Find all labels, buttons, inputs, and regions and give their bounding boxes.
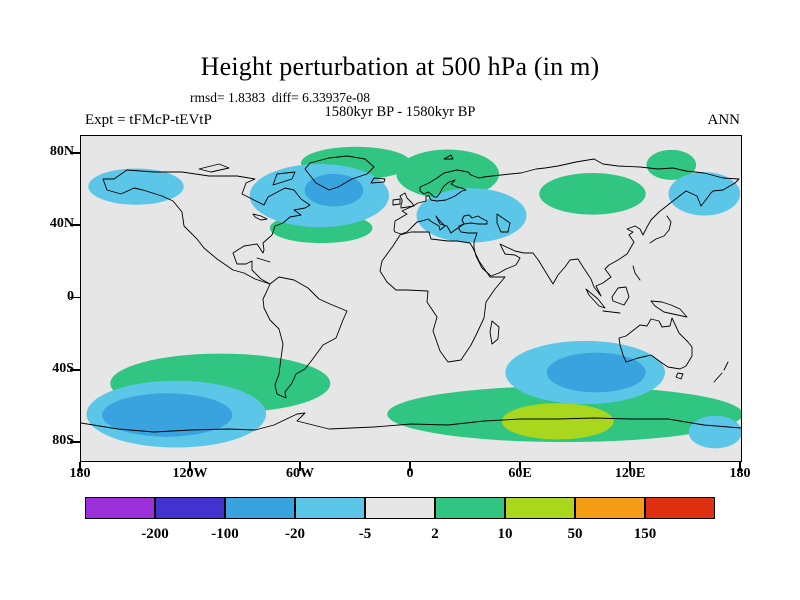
anomaly-central-siberia [539, 173, 646, 215]
colorbar-label: 150 [633, 526, 657, 542]
anomaly-east-siberian-sea [646, 149, 697, 180]
lon-tick-label: 180 [729, 466, 751, 481]
colorbar [85, 497, 715, 519]
coastline-new-zealand [713, 361, 729, 383]
colorbar-label: -5 [358, 526, 372, 542]
anomaly-europe-mediterranean [416, 188, 527, 243]
map-frame [80, 135, 742, 462]
coastline-greenland [304, 155, 375, 191]
experiment-label: Expt = tFMcP-tEVtP [85, 112, 212, 128]
anomaly-ross-sea [688, 415, 741, 449]
anomaly-layer [86, 146, 741, 449]
coastline-south-america [262, 276, 348, 399]
colorbar-cell [295, 497, 365, 519]
colorbar-cell [155, 497, 225, 519]
coastline-philippines [632, 265, 641, 281]
coastline-cuba [256, 257, 271, 263]
lat-tick-label: 40S [52, 360, 74, 376]
colorbar-cell [575, 497, 645, 519]
lon-tick [79, 462, 81, 471]
lat-tick [70, 441, 80, 443]
anomaly-south-indian-core [546, 352, 646, 393]
colorbar-cell [365, 497, 435, 519]
coastline-great-lakes [252, 213, 268, 221]
coastline-svalbard [443, 154, 454, 160]
coastline-australia [618, 317, 693, 370]
lat-tick-label: 80N [49, 144, 74, 160]
lat-tick [70, 296, 80, 299]
coastline-borneo [611, 286, 630, 306]
colorbar-label: 50 [567, 526, 583, 542]
lat-tick [70, 152, 80, 154]
colorbar-cell [85, 497, 155, 519]
colorbar-labels: -200 -100 -20 -5 2 10 50 150 [85, 526, 715, 546]
lat-tick [70, 368, 80, 371]
lon-tick [519, 462, 521, 471]
comparison-line: 1580kyr BP - 1580kyr BP [324, 104, 476, 120]
stats-line: rmsd= 1.8383 diff= 6.33937e-08 [190, 90, 370, 105]
lon-tick [629, 462, 631, 471]
season-label: ANN [707, 112, 741, 128]
coastline-antarctica [81, 412, 741, 433]
coastline-new-guinea [650, 300, 688, 318]
lon-tick [299, 462, 301, 471]
coastline-britain [399, 192, 415, 209]
world-map [81, 136, 741, 461]
coastline-japan [649, 215, 672, 244]
colorbar-label: 2 [431, 526, 439, 542]
coastline-eurasia [393, 158, 740, 297]
lon-tick-label: 120E [614, 466, 646, 481]
lat-tick-label: 0 [0, 289, 74, 305]
lat-tick-label: 40N [49, 216, 74, 232]
colorbar-label: -20 [285, 526, 305, 542]
coastline-caspian-sea [496, 213, 511, 233]
anomaly-southeast-pacific-core [102, 393, 233, 437]
lon-tick [189, 462, 191, 471]
colorbar-cell [225, 497, 295, 519]
lon-tick-label: 60E [508, 466, 532, 481]
lon-tick [739, 462, 741, 471]
colorbar-label: 10 [497, 526, 513, 542]
lon-tick [409, 462, 411, 471]
coastline-arctic-islands [198, 163, 296, 186]
coastline-java [602, 310, 621, 314]
coastline-north-america [102, 169, 311, 285]
coastline-iceland [370, 177, 386, 184]
coastline-madagascar [489, 320, 500, 345]
anomaly-labrador-sea-core [304, 173, 364, 207]
coastline-tasmania [675, 372, 684, 380]
anomaly-okhotsk-kamchatka [668, 172, 741, 216]
coastlines [81, 154, 741, 433]
lon-tick-label: 120W [172, 466, 208, 481]
coastline-sumatra [585, 288, 606, 309]
lon-tick-label: 180 [69, 466, 91, 481]
colorbar-cell [435, 497, 505, 519]
colorbar-cell [645, 497, 715, 519]
lon-tick-label: 60W [286, 466, 314, 481]
plot-title: Height perturbation at 500 hPa (in m) [200, 52, 600, 81]
colorbar-label: -200 [141, 526, 169, 542]
coastline-africa [379, 231, 506, 363]
lon-tick-label: 0 [406, 466, 414, 481]
coastline-ireland [392, 198, 401, 206]
lat-tick-label: 80S [52, 432, 74, 448]
colorbar-label: -100 [211, 526, 239, 542]
lat-tick [70, 224, 80, 227]
anomaly-antarctic-indian-core [501, 403, 614, 440]
colorbar-cell [505, 497, 575, 519]
